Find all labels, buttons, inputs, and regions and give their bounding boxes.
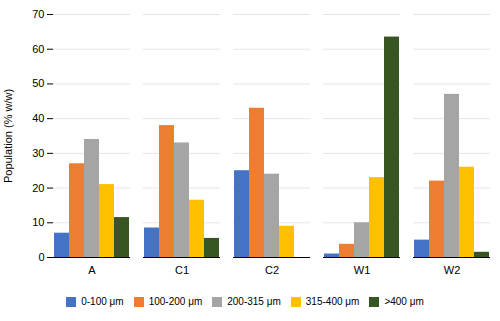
html-text:200-315 μm: 200-315 μm bbox=[227, 296, 281, 307]
svg-text:30: 30 bbox=[32, 147, 44, 159]
html-text:315-400 μm: 315-400 μm bbox=[305, 296, 360, 307]
svg-text:0: 0 bbox=[38, 251, 44, 263]
svg-text:20: 20 bbox=[32, 182, 44, 194]
svg-text:W1: W1 bbox=[354, 264, 371, 276]
svg-text:70: 70 bbox=[32, 8, 44, 20]
svg-text:W2: W2 bbox=[444, 264, 461, 276]
svg-text:Population (% w/w): Population (% w/w) bbox=[2, 89, 14, 183]
svg-text:40: 40 bbox=[32, 112, 44, 124]
html-text:>400 μm: >400 μm bbox=[384, 296, 424, 307]
svg-text:10: 10 bbox=[32, 216, 44, 228]
svg-text:C2: C2 bbox=[265, 264, 279, 276]
html-text:0-100 μm: 0-100 μm bbox=[81, 296, 124, 307]
svg-text:60: 60 bbox=[32, 43, 44, 55]
svg-text:A: A bbox=[88, 264, 96, 276]
html-text:100-200 μm: 100-200 μm bbox=[148, 296, 203, 307]
svg-text:C1: C1 bbox=[175, 264, 189, 276]
svg-text:50: 50 bbox=[32, 77, 44, 89]
